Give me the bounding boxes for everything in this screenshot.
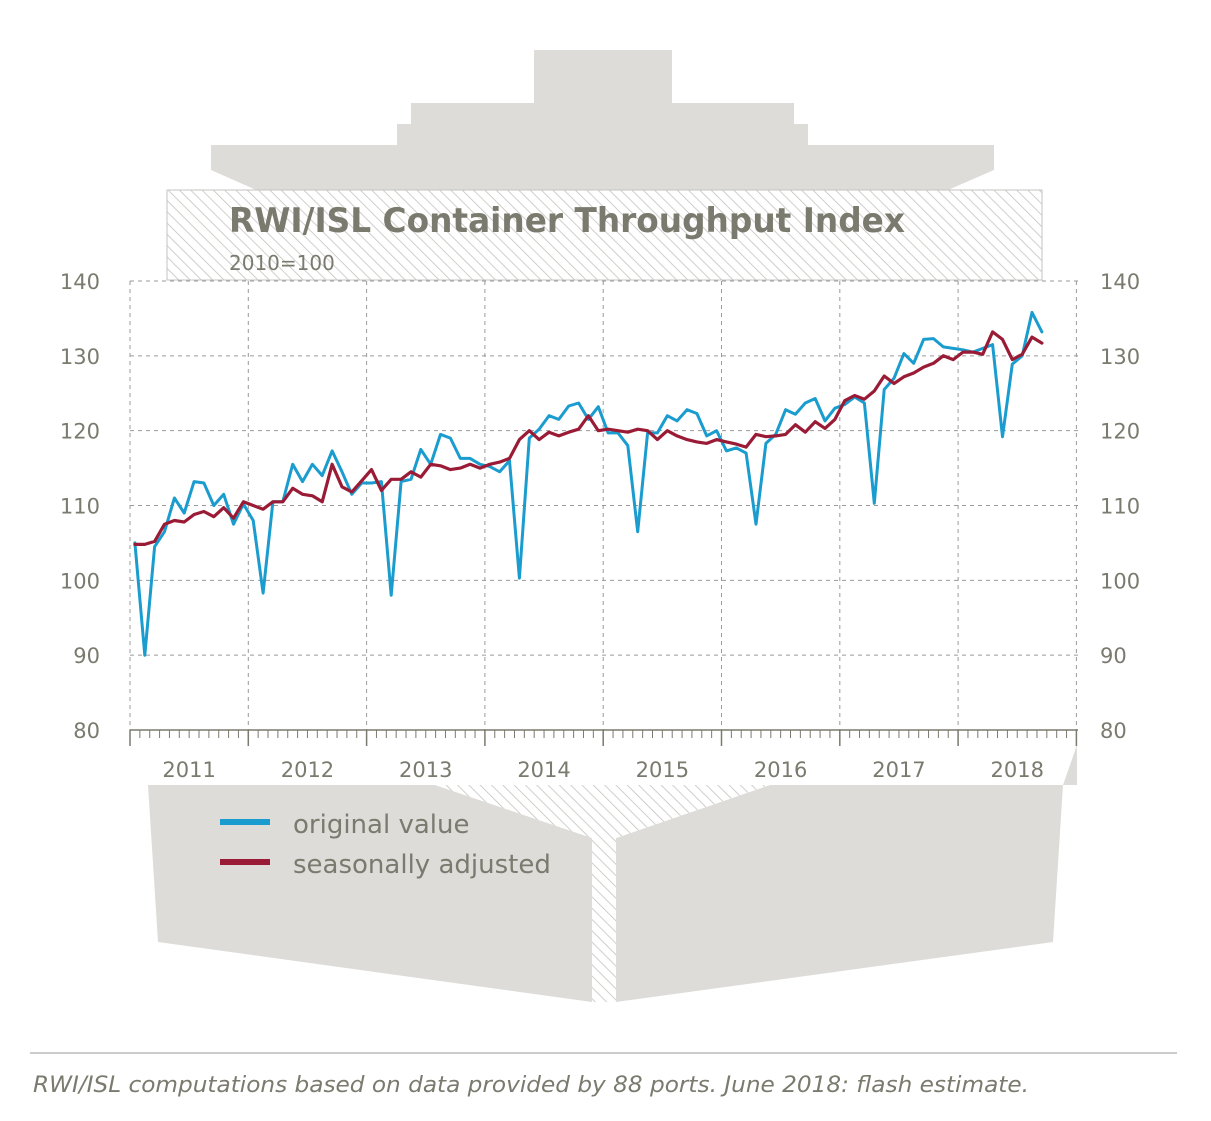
y-tick-label-right: 100 (1100, 569, 1140, 593)
series-layer (133, 310, 1044, 657)
y-tick-label-left: 110 (60, 495, 100, 519)
x-tick-label: 2011 (162, 758, 215, 782)
legend-label-adjusted: seasonally adjusted (293, 850, 551, 880)
y-tick-label-right: 140 (1100, 270, 1140, 294)
x-tick-label: 2015 (636, 758, 689, 782)
chart-subtitle: 2010=100 (229, 251, 335, 275)
y-tick-label-right: 130 (1100, 345, 1140, 369)
x-tick-label: 2016 (754, 758, 807, 782)
axes: 2011 2012 2013 2014 2015 2016 2017 2018 80 80 90 90… (60, 270, 1140, 782)
y-tick-label-left: 100 (60, 569, 100, 593)
y-tick-label-right: 80 (1100, 719, 1127, 743)
y-tick-label-left: 140 (60, 270, 100, 294)
ship-bow-right (1063, 745, 1077, 785)
x-tick-label: 2018 (991, 758, 1044, 782)
ship-hull-left (148, 785, 592, 1002)
footnote: RWI/ISL computations based on data provi… (33, 1073, 1029, 1098)
ship-illustration (148, 50, 1077, 1002)
ship-superstructure (211, 50, 994, 190)
x-tick-label: 2012 (281, 758, 334, 782)
series-line-adjusted (133, 330, 1044, 547)
x-tick-label: 2013 (399, 758, 452, 782)
hull-hatched-wedge (435, 785, 770, 838)
hull-hatched-keel (592, 838, 616, 1002)
ship-hull-right (616, 785, 1063, 1002)
chart-title: RWI/ISL Container Throughput Index (229, 201, 905, 241)
x-tick-label: 2017 (872, 758, 925, 782)
y-tick-label-left: 80 (73, 719, 100, 743)
title-banner (166, 189, 1043, 281)
x-tick-label: 2014 (517, 758, 570, 782)
y-tick-label-right: 110 (1100, 495, 1140, 519)
y-tick-label-left: 90 (73, 644, 100, 668)
legend-label-original: original value (293, 810, 469, 840)
y-tick-label-right: 120 (1100, 420, 1140, 444)
legend: original value seasonally adjusted (220, 810, 551, 880)
y-tick-label-left: 130 (60, 345, 100, 369)
y-tick-label-right: 90 (1100, 644, 1127, 668)
y-tick-label-left: 120 (60, 420, 100, 444)
